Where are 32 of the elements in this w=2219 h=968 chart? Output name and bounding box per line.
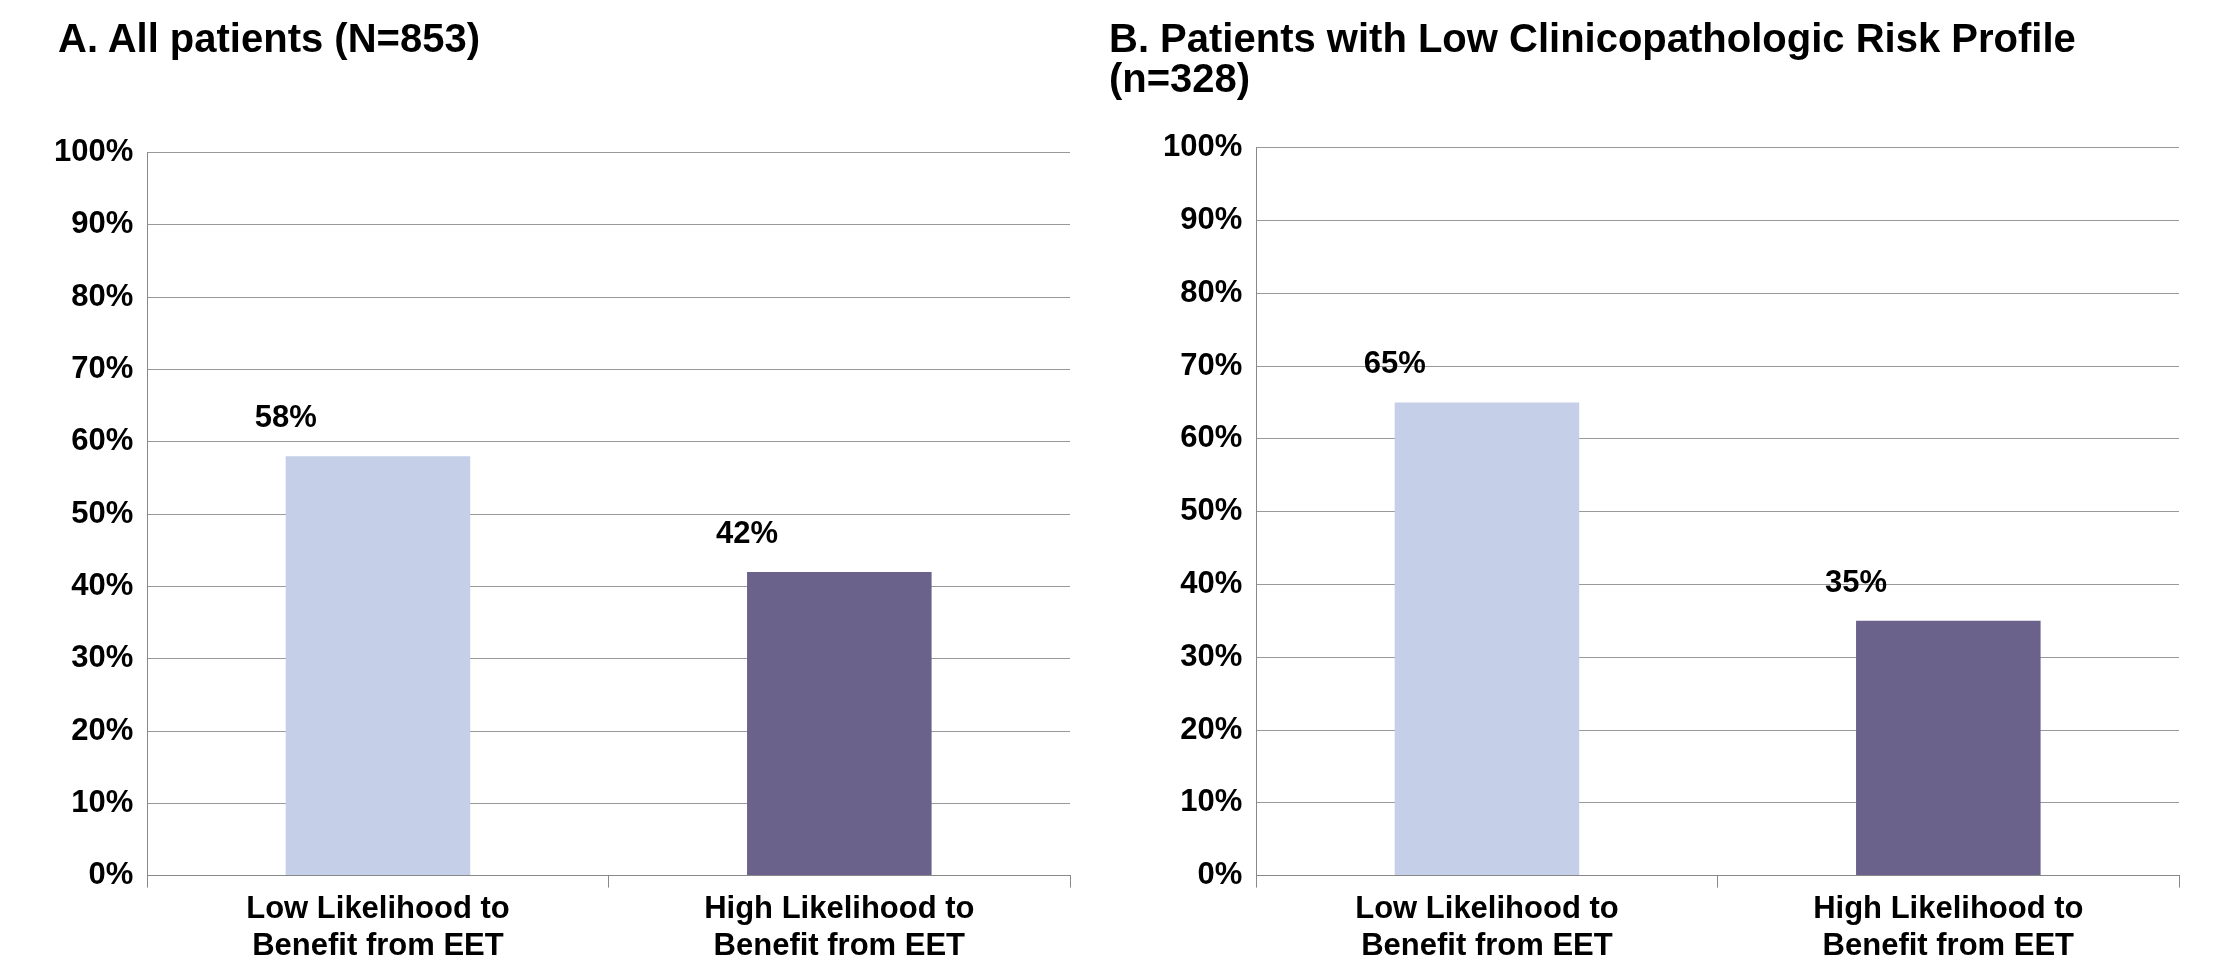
y-tick-label: 50%: [71, 494, 134, 530]
y-tick-label: 100%: [53, 133, 134, 169]
y-tick-label: 10%: [71, 783, 134, 819]
chart-title: B. Patients with Low Clinicopathologic Risk Profile (n=328): [1109, 16, 2077, 100]
data-label: 65%: [1363, 345, 1426, 381]
x-tick-label: High Likelihood to Benefit from EET: [1813, 889, 2084, 962]
chart-title: A. All patients (N=853): [58, 16, 481, 60]
y-tick-label: 30%: [1180, 637, 1243, 673]
x-tick-label: Low Likelihood to Benefit from EET: [246, 889, 510, 962]
data-label: 35%: [1825, 563, 1888, 599]
y-tick-label: 40%: [71, 566, 134, 602]
y-tick-label: 20%: [71, 711, 134, 747]
y-tick-label: 0%: [1197, 856, 1243, 892]
y-tick-label: 90%: [1180, 200, 1243, 236]
y-tick-label: 60%: [1180, 419, 1243, 455]
y-tick-label: 60%: [71, 422, 134, 458]
y-tick-label: 20%: [1180, 710, 1243, 746]
y-tick-label: 50%: [1180, 492, 1243, 528]
x-tick-label: Low Likelihood to Benefit from EET: [1355, 889, 1619, 962]
y-tick-label: 90%: [71, 205, 134, 241]
x-tick-label: High Likelihood to Benefit from EET: [704, 889, 975, 962]
y-tick-label: 30%: [71, 639, 134, 675]
y-tick-label: 80%: [1180, 273, 1243, 309]
y-tick-label: 10%: [1180, 783, 1243, 819]
y-tick-label: 0%: [88, 856, 134, 892]
y-tick-label: 70%: [71, 350, 134, 386]
y-tick-label: 70%: [1180, 346, 1243, 382]
data-label: 42%: [716, 514, 779, 550]
y-tick-label: 80%: [71, 277, 134, 313]
y-tick-label: 100%: [1162, 128, 1243, 164]
y-tick-label: 40%: [1180, 564, 1243, 600]
data-label: 58%: [254, 399, 317, 435]
